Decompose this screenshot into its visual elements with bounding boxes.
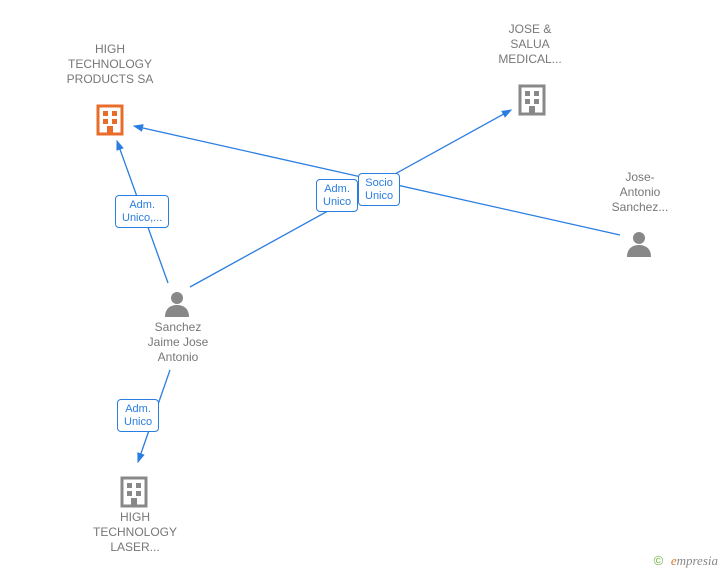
edges-group: [117, 110, 620, 462]
node-label-htl[interactable]: HIGHTECHNOLOGYLASER...: [85, 510, 185, 555]
brand-rest: mpresia: [677, 553, 718, 568]
footer-branding: © empresia: [654, 553, 718, 569]
building-icon[interactable]: [98, 106, 122, 134]
node-label-sanchez[interactable]: SanchezJaime JoseAntonio: [128, 320, 228, 365]
copyright-symbol: ©: [654, 553, 664, 568]
edge-label[interactable]: Adm.Unico: [316, 179, 358, 212]
building-icon[interactable]: [520, 86, 544, 114]
node-label-jsm[interactable]: JOSE &SALUAMEDICAL...: [480, 22, 580, 67]
person-icon[interactable]: [165, 292, 189, 317]
node-label-jose_antonio[interactable]: Jose-AntonioSanchez...: [590, 170, 690, 215]
icons-group: [98, 86, 651, 506]
edge-label[interactable]: Adm.Unico,...: [115, 195, 169, 228]
node-label-htp[interactable]: HIGHTECHNOLOGYPRODUCTS SA: [60, 42, 160, 87]
edge-label[interactable]: SocioUnico: [358, 173, 400, 206]
person-icon[interactable]: [627, 232, 651, 257]
edge-label[interactable]: Adm.Unico: [117, 399, 159, 432]
building-icon[interactable]: [122, 478, 146, 506]
